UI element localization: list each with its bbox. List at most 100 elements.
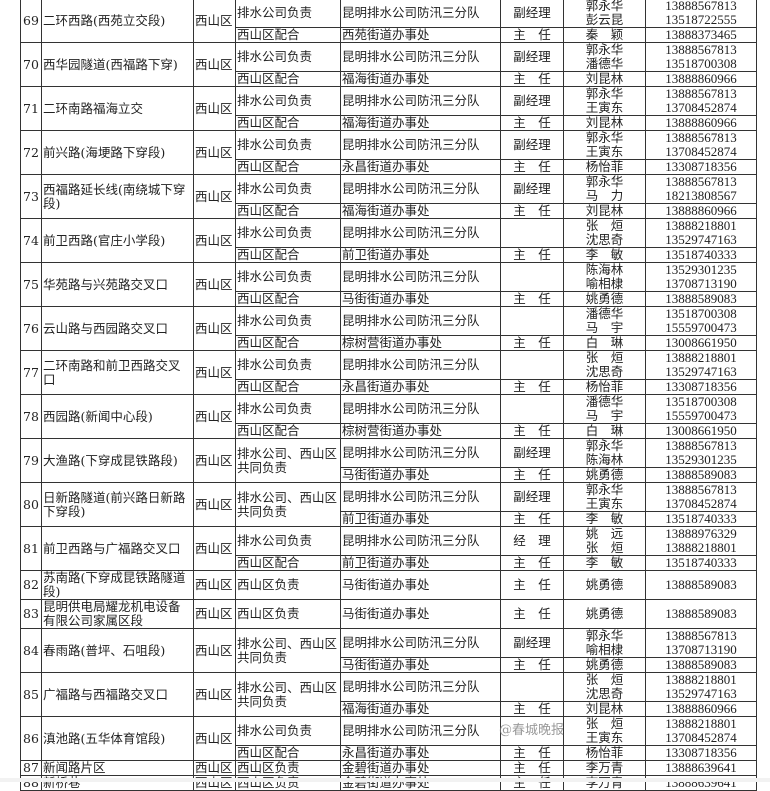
table-subrow: 西山区配合 棕树营街道办事处主 任白 琳 13008661950 (21, 423, 757, 439)
unit: 福海街道办事处 (340, 701, 501, 717)
position: 主 任 (500, 247, 564, 263)
district: 西山区 (193, 0, 236, 43)
contact-names-line: 王寅东 (585, 730, 624, 745)
contact-names: 郭永华 王寅东 (563, 482, 646, 512)
responsibility: 排水公司、西山区共同负责 (235, 482, 341, 527)
row-number: 71 (20, 86, 42, 131)
phones-line: 13888218801 (665, 350, 737, 365)
unit: 昆明排水公司防汛三分队 (340, 306, 501, 336)
district: 西山区 (193, 628, 236, 673)
responsibility: 西山区配合 (235, 115, 341, 131)
contact-names: 郭永华 王寅东 (563, 86, 646, 116)
unit: 昆明排水公司防汛三分队 (340, 526, 501, 556)
position: 副经理 (500, 130, 564, 160)
row-number: 80 (20, 482, 42, 527)
road-name: 大渔路(下穿成昆铁路段) (41, 438, 194, 483)
contact-names-line: 郭永华 (585, 628, 624, 643)
position: 主 任 (500, 570, 564, 600)
contact-names-line: 郭永华 (585, 482, 624, 497)
contact-name: 李 敏 (563, 555, 646, 571)
contact-names-line: 马 宇 (585, 408, 624, 423)
phones-line: 13708452874 (665, 144, 737, 159)
responsibility: 排水公司负责 (235, 526, 341, 556)
responsibility: 排水公司、西山区共同负责 (235, 628, 341, 673)
position: 副经理 (500, 174, 564, 204)
unit: 昆明排水公司防汛三分队 (340, 438, 501, 468)
phones: 13888567813 13708713190 (645, 628, 757, 658)
contact-names-line: 沈思奇 (585, 686, 624, 701)
position: 主 任 (500, 27, 564, 43)
row-number: 70 (20, 42, 42, 87)
contact-names-line: 马 宇 (585, 320, 624, 335)
row-number: 73 (20, 174, 42, 219)
responsibility: 西山区配合 (235, 555, 341, 571)
unit: 昆明排水公司防汛三分队 (340, 130, 501, 160)
position: 主 任 (500, 335, 564, 351)
row-number: 86 (20, 716, 42, 761)
road-name: 二环西路(西苑立交段) (41, 0, 194, 43)
table-row: 76 云山路与西园路交叉口 西山区 排水公司负责 昆明排水公司防汛三分队 潘德华马 宇 13… (20, 306, 757, 351)
row-number: 78 (20, 394, 42, 439)
position (500, 716, 564, 746)
table-row: 85 广福路与西福路交叉口 西山区 排水公司、西山区共同负责 昆明排水公司防汛三分队 张 … (20, 672, 757, 717)
table-row: 72 前兴路(海埂路下穿段) 西山区 排水公司负责 昆明排水公司防汛三分队 副经理 郭永华王… (20, 130, 757, 175)
unit: 前卫街道办事处 (340, 247, 501, 263)
table-subrow: 西山区配合 棕树营街道办事处主 任白 琳 13008661950 (21, 335, 757, 351)
table-row: 82 苏南路(下穿成昆铁路隧道段) 西山区 西山区负责 马街街道办事处主 任姚勇德 138… (20, 570, 757, 600)
row-number: 79 (20, 438, 42, 483)
table-row: 77 二环南路和前卫西路交叉口 西山区 排水公司负责 昆明排水公司防汛三分队 张 烜沈思奇… (20, 350, 757, 395)
contact-names: 张 烜王寅东 (563, 716, 646, 746)
phones-line: 13518700308 (665, 56, 737, 71)
district: 西山区 (193, 306, 236, 351)
contact-names-line: 姚 远 (585, 526, 624, 541)
responsibility: 西山区配合 (235, 291, 341, 307)
position (500, 262, 564, 292)
contact-name: 刘昆林 (563, 71, 646, 87)
contact-names-line: 彭云昆 (585, 12, 624, 27)
phones-line: 13888218801 (665, 540, 737, 555)
district: 西山区 (193, 218, 236, 263)
position (500, 218, 564, 248)
responsibility: 排水公司、西山区共同负责 (235, 438, 341, 483)
contact-names-line: 郭永华 (585, 42, 624, 57)
row-number: 83 (20, 599, 42, 629)
road-name: 前卫西路与广福路交叉口 (41, 526, 194, 571)
responsibility: 排水公司负责 (235, 0, 341, 28)
responsibility: 排水公司负责 (235, 306, 341, 336)
phones-line: 13888567813 (665, 130, 737, 145)
phones-line: 13708452874 (665, 100, 737, 115)
phones-line: 13529747163 (665, 686, 737, 701)
phone: 13888589083 (645, 657, 757, 673)
unit: 昆明排水公司防汛三分队 (340, 174, 501, 204)
responsibility: 西山区配合 (235, 203, 341, 219)
phones-line: 13888567813 (665, 42, 737, 57)
contact-names: 姚 远张 烜 (563, 526, 646, 556)
row-number: 69 (20, 0, 42, 43)
table-subrow: 西山区配合 福海街道办事处主 任刘昆林 13888860966 (21, 71, 757, 87)
phones-line: 13888218801 (665, 716, 737, 731)
table-subrow: 西山区配合 前卫街道办事处主 任李 敏 13518740333 (21, 555, 757, 571)
contact-names-line: 张 烜 (585, 672, 624, 687)
contact-names: 郭永华 陈海林 (563, 438, 646, 468)
row-number: 82 (20, 570, 42, 600)
unit: 昆明排水公司防汛三分队 (340, 350, 501, 380)
contact-names-line: 潘德华 (585, 306, 624, 321)
contact-names-line: 喻相棣 (585, 642, 624, 657)
road-name: 新闻路片区 (41, 760, 194, 776)
table-row: 86 滇池路(五华体育馆段) 西山区 排水公司负责 昆明排水公司防汛三分队张 烜王寅东 1… (20, 716, 757, 761)
phone: 13518740333 (645, 511, 757, 527)
phones-line: 13888567813 (665, 482, 737, 497)
district: 西山区 (193, 86, 236, 131)
phones-line: 18213808567 (665, 188, 737, 203)
phones: 13518700308 15559700473 (645, 306, 757, 336)
contact-names-line: 王寅东 (585, 496, 624, 511)
row-number: 75 (20, 262, 42, 307)
contact-names-line: 张 烜 (585, 350, 624, 365)
position: 主 任 (500, 760, 564, 776)
row-number: 77 (20, 350, 42, 395)
phone: 13888860966 (645, 701, 757, 717)
phone: 13888589083 (645, 291, 757, 307)
table-row: 80 日新路隧道(前兴路日新路下穿段) 西山区 排水公司、西山区共同负责 昆明排水公司防… (20, 482, 757, 527)
district: 西山区 (193, 716, 236, 761)
phones-line: 13888976329 (665, 526, 737, 541)
